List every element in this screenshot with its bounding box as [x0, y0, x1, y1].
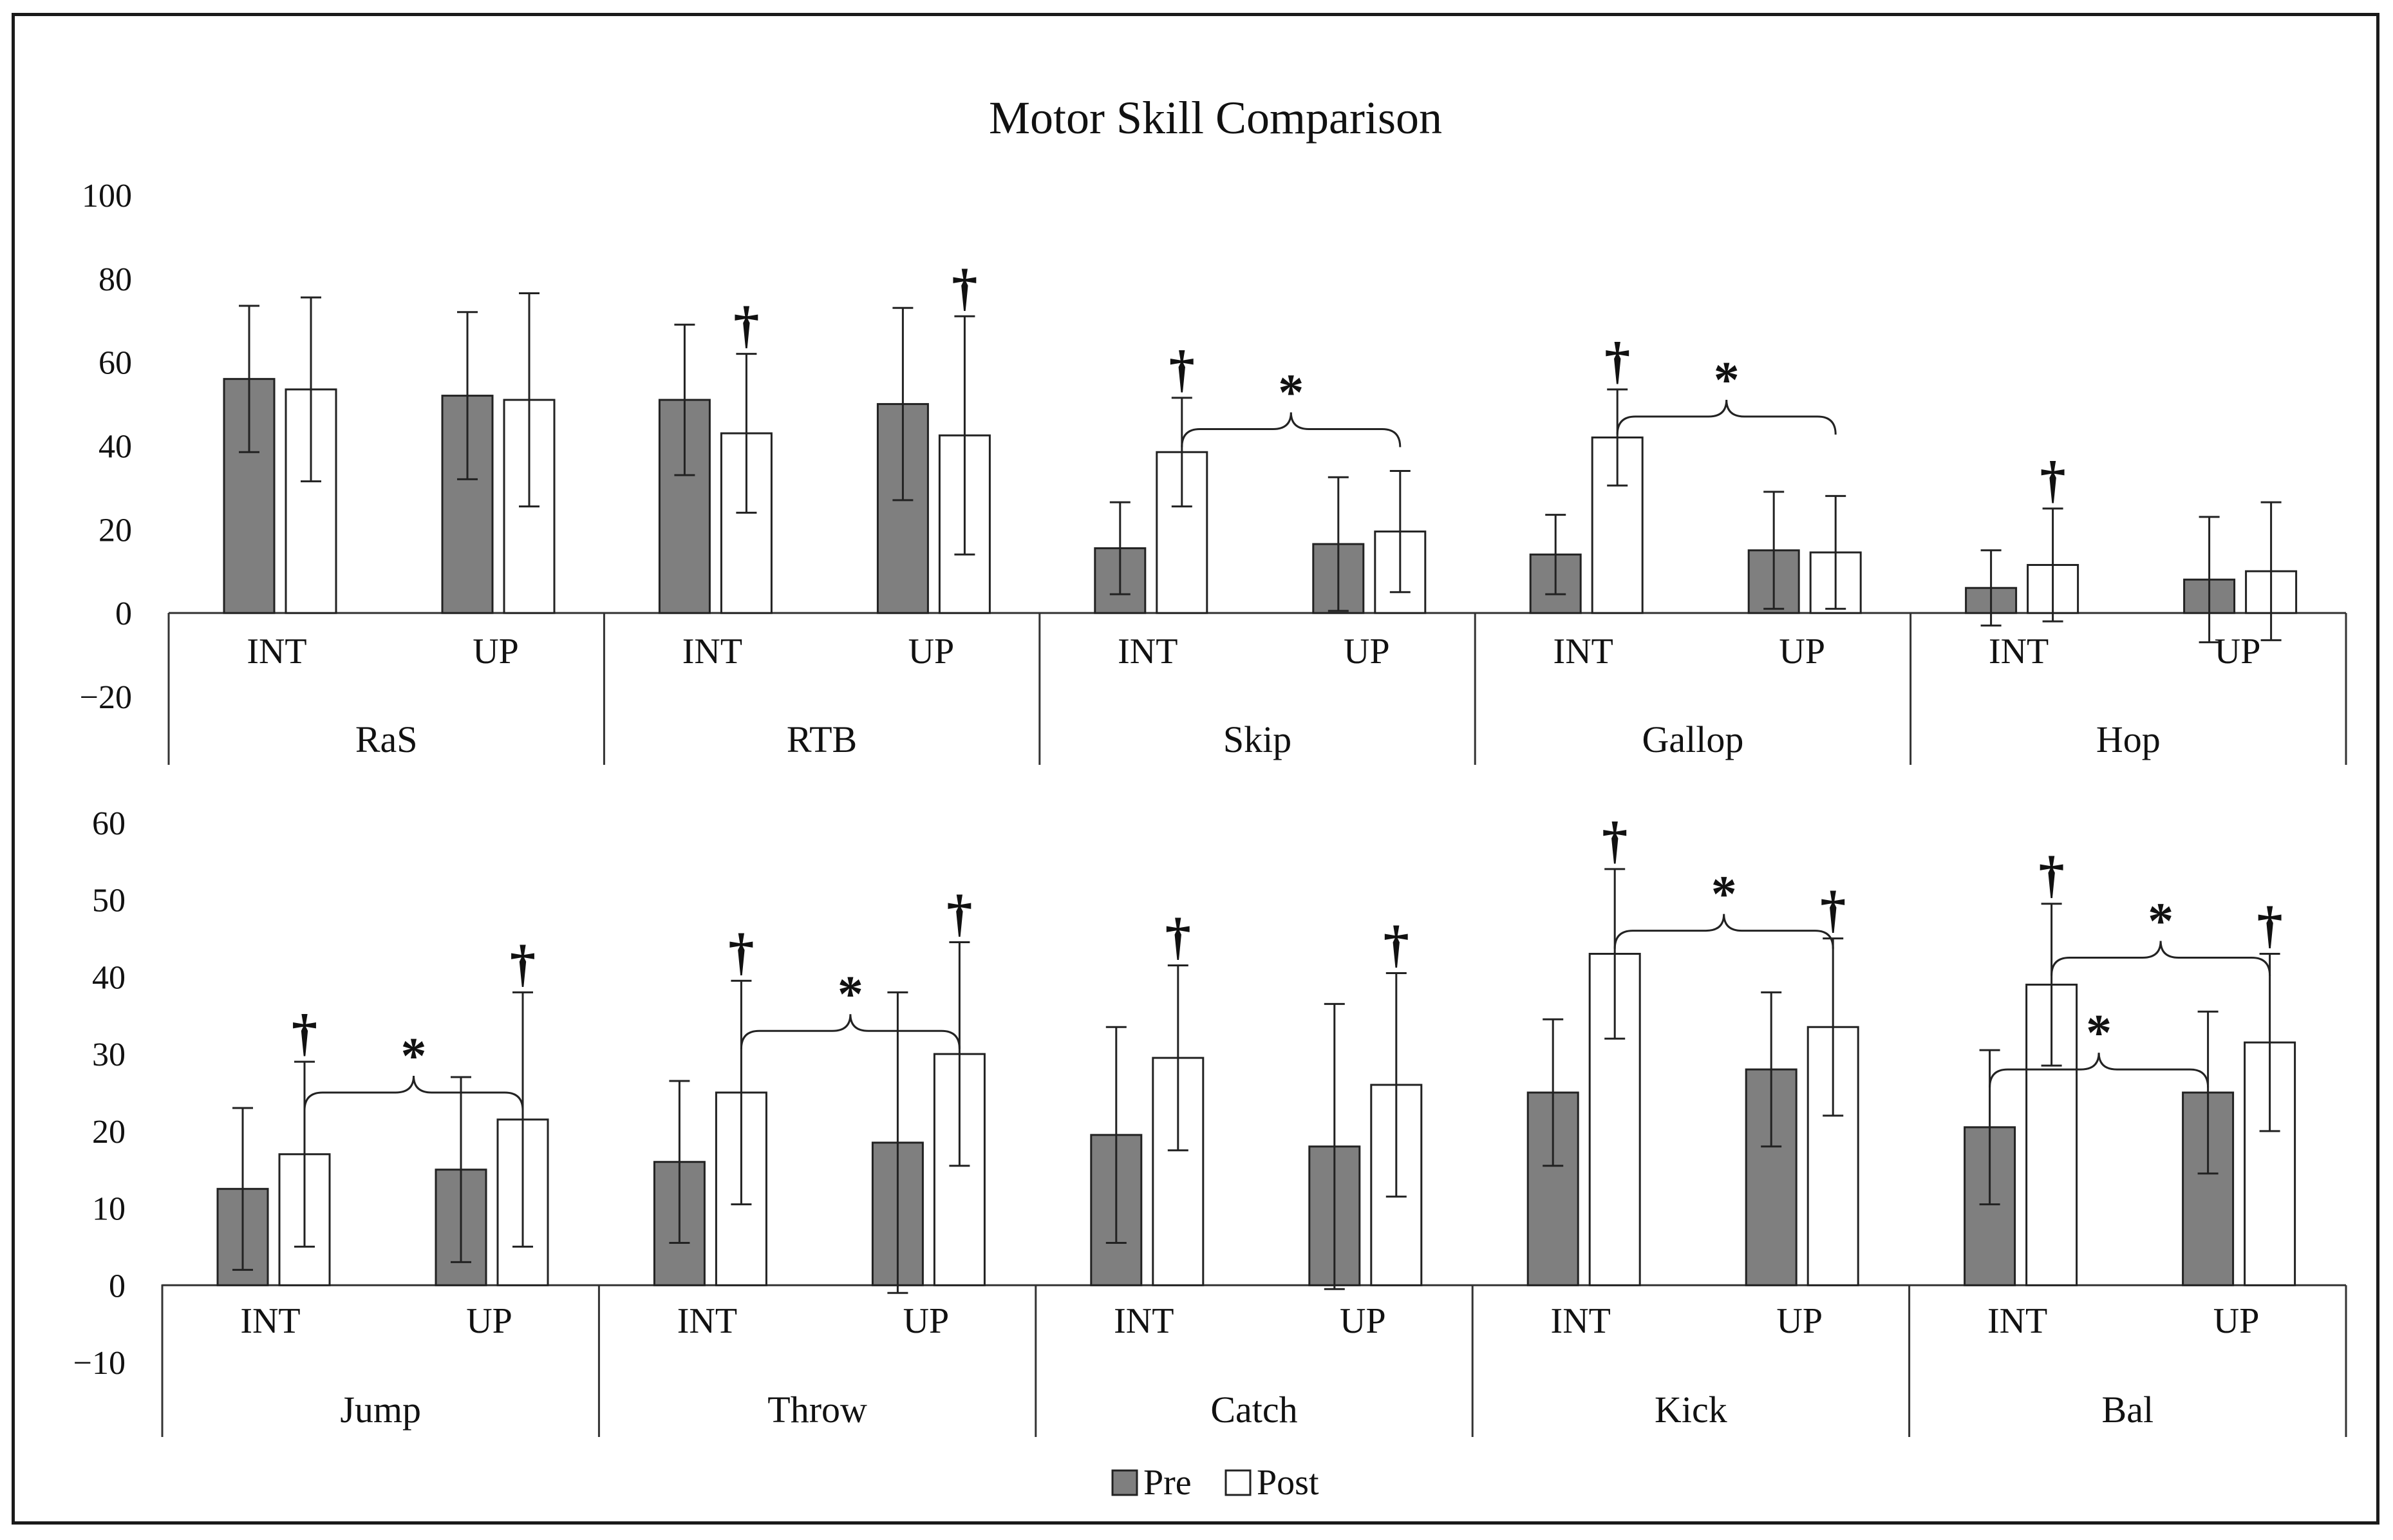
- dagger-marker: †: [1169, 341, 1195, 398]
- dagger-marker: †: [728, 924, 754, 981]
- legend-swatch-post: [1225, 1469, 1252, 1496]
- significance-bracket: [1613, 914, 1834, 949]
- group-label: INT: [247, 632, 306, 671]
- dagger-marker: †: [2039, 847, 2065, 904]
- group-label: UP: [1344, 632, 1390, 671]
- dagger-marker: †: [946, 886, 972, 943]
- group-label: UP: [903, 1301, 950, 1341]
- category-label: RTB: [787, 718, 857, 760]
- significance-star: *: [2086, 1005, 2112, 1062]
- y-tick-label: 50: [92, 883, 126, 919]
- y-tick-label: 80: [99, 261, 132, 298]
- group-label: UP: [2213, 1301, 2260, 1341]
- legend-swatch-pre: [1111, 1469, 1138, 1496]
- dagger-marker: †: [2257, 897, 2283, 954]
- group-label: INT: [1553, 632, 1613, 671]
- group-label: INT: [1114, 1301, 1174, 1341]
- significance-bracket: [2050, 941, 2271, 976]
- significance-star: *: [1711, 867, 1737, 923]
- y-tick-label: 0: [109, 1268, 126, 1304]
- legend-label-post: Post: [1257, 1463, 1319, 1503]
- group-label: UP: [2215, 632, 2261, 671]
- y-tick-label: 30: [92, 1037, 126, 1073]
- legend-label-pre: Pre: [1143, 1463, 1192, 1503]
- dagger-marker: †: [952, 259, 977, 316]
- significance-bracket: [740, 1014, 961, 1049]
- category-label: Catch: [1210, 1389, 1297, 1431]
- category-label: Skip: [1223, 718, 1291, 760]
- group-label: INT: [1989, 632, 2049, 671]
- group-label: UP: [1779, 632, 1825, 671]
- y-tick-label: −10: [73, 1345, 126, 1382]
- group-label: INT: [682, 632, 742, 671]
- y-tick-label: 60: [99, 345, 132, 382]
- group-label: INT: [1551, 1301, 1611, 1341]
- dagger-marker: †: [510, 935, 536, 992]
- group-label: UP: [466, 1301, 512, 1341]
- panel-top: 100 80 60 40 20 0 −20 RaS INT UP RTB INT † UP † Skip INT…: [80, 178, 2347, 765]
- category-label: Kick: [1655, 1389, 1727, 1431]
- dagger-marker: †: [2040, 452, 2066, 509]
- category-label: Bal: [2102, 1389, 2154, 1431]
- y-tick-label: 10: [92, 1191, 126, 1228]
- y-tick-label: 0: [115, 596, 132, 632]
- category-label: Throw: [767, 1389, 867, 1431]
- y-tick-label: 60: [92, 805, 126, 842]
- dagger-marker: †: [1604, 333, 1630, 390]
- chart-title: Motor Skill Comparison: [989, 92, 1442, 144]
- group-label: UP: [473, 632, 519, 671]
- y-tick-label: 20: [92, 1114, 126, 1150]
- dagger-marker: †: [1165, 908, 1191, 965]
- y-tick-label: 20: [99, 512, 132, 549]
- significance-star: *: [1278, 365, 1304, 422]
- group-label: INT: [677, 1301, 737, 1341]
- group-label: UP: [1776, 1301, 1823, 1341]
- dagger-marker: †: [292, 1005, 317, 1062]
- significance-bracket: [1989, 1053, 2210, 1088]
- category-label: RaS: [355, 718, 418, 760]
- y-tick-label: 100: [82, 178, 132, 214]
- y-tick-label: 40: [99, 429, 132, 465]
- dagger-marker: †: [1384, 916, 1409, 973]
- group-label: UP: [1340, 1301, 1386, 1341]
- group-label: UP: [908, 632, 955, 671]
- group-label: INT: [1987, 1301, 2047, 1341]
- dagger-marker: †: [1820, 882, 1846, 939]
- group-label: INT: [240, 1301, 300, 1341]
- significance-star: *: [401, 1028, 427, 1085]
- significance-star: *: [2148, 894, 2173, 950]
- category-label: Jump: [340, 1389, 421, 1431]
- legend: Pre Post: [1111, 1463, 1319, 1503]
- panel-bottom: 60 50 40 30 20 10 0 −10 Jump INT † UP † Throw INT † UP † C…: [73, 805, 2347, 1437]
- dagger-marker: †: [733, 297, 759, 354]
- group-label: INT: [1118, 632, 1178, 671]
- dagger-marker: †: [1602, 812, 1628, 869]
- significance-star: *: [838, 966, 863, 1023]
- category-label: Gallop: [1642, 718, 1743, 760]
- category-label: Hop: [2096, 718, 2161, 760]
- y-tick-label: −20: [80, 679, 132, 716]
- significance-star: *: [1714, 352, 1740, 409]
- significance-bracket: [303, 1075, 524, 1111]
- y-tick-label: 40: [92, 959, 126, 996]
